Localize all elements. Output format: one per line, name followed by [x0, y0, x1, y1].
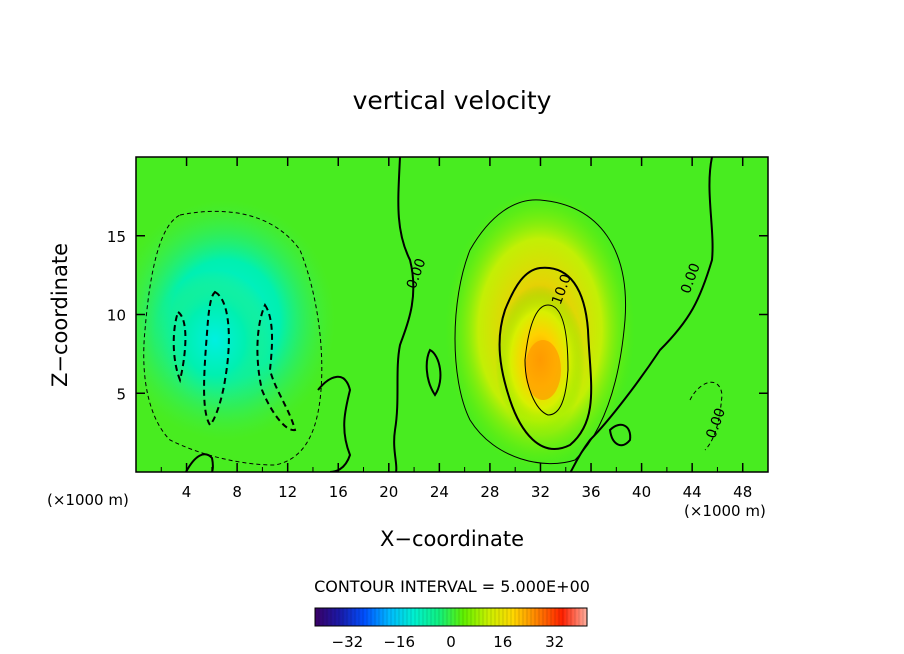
colorbar-tick-label: 16	[493, 633, 512, 651]
colorbar-tick-label: −32	[332, 633, 364, 651]
x-tick-label: 32	[531, 483, 550, 501]
velocity-field	[136, 157, 768, 472]
x-tick-label: 12	[278, 483, 297, 501]
x-tick-label: 44	[683, 483, 702, 501]
colorbar-tick-label: 32	[545, 633, 564, 651]
y-tick-label: 15	[107, 228, 126, 246]
x-unit-label-left: (×1000 m)	[47, 491, 129, 509]
x-tick-label: 36	[581, 483, 600, 501]
y-tick-label: 10	[107, 307, 126, 325]
x-tick-label: 48	[733, 483, 752, 501]
y-axis: 5 10 15	[107, 228, 768, 403]
colorbar-gradient	[314, 607, 588, 627]
contour-interval-label: CONTOUR INTERVAL = 5.000E+00	[314, 577, 590, 596]
x-tick-label: 28	[480, 483, 499, 501]
x-tick-label: 16	[329, 483, 348, 501]
chart-title: vertical velocity	[352, 86, 552, 115]
x-tick-label: 20	[379, 483, 398, 501]
colorbar-tick-label: −16	[383, 633, 415, 651]
x-tick-label: 4	[182, 483, 192, 501]
x-tick-label: 8	[232, 483, 242, 501]
y-tick-label: 5	[116, 385, 126, 403]
x-unit-label-right: (×1000 m)	[684, 502, 766, 520]
x-axis: 4 8 12 16 20 24 28 32 36 40 44 48	[160, 157, 752, 501]
colorbar-tick-label: 0	[446, 633, 456, 651]
x-tick-label: 40	[632, 483, 651, 501]
colorbar: −32 −16 0 16 32	[314, 607, 588, 651]
x-tick-label: 24	[430, 483, 449, 501]
x-axis-label: X−coordinate	[380, 527, 524, 551]
